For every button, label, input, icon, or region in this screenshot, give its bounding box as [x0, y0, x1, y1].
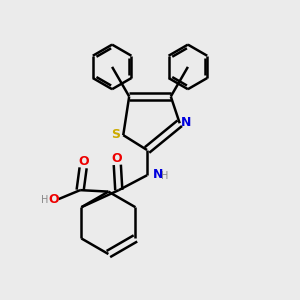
Text: O: O: [48, 194, 59, 206]
Text: N: N: [181, 116, 191, 129]
Text: O: O: [78, 155, 89, 168]
Text: N: N: [152, 168, 163, 181]
Text: H: H: [41, 195, 48, 205]
Text: S: S: [111, 128, 120, 141]
Text: O: O: [111, 152, 122, 165]
Text: H: H: [161, 171, 169, 181]
